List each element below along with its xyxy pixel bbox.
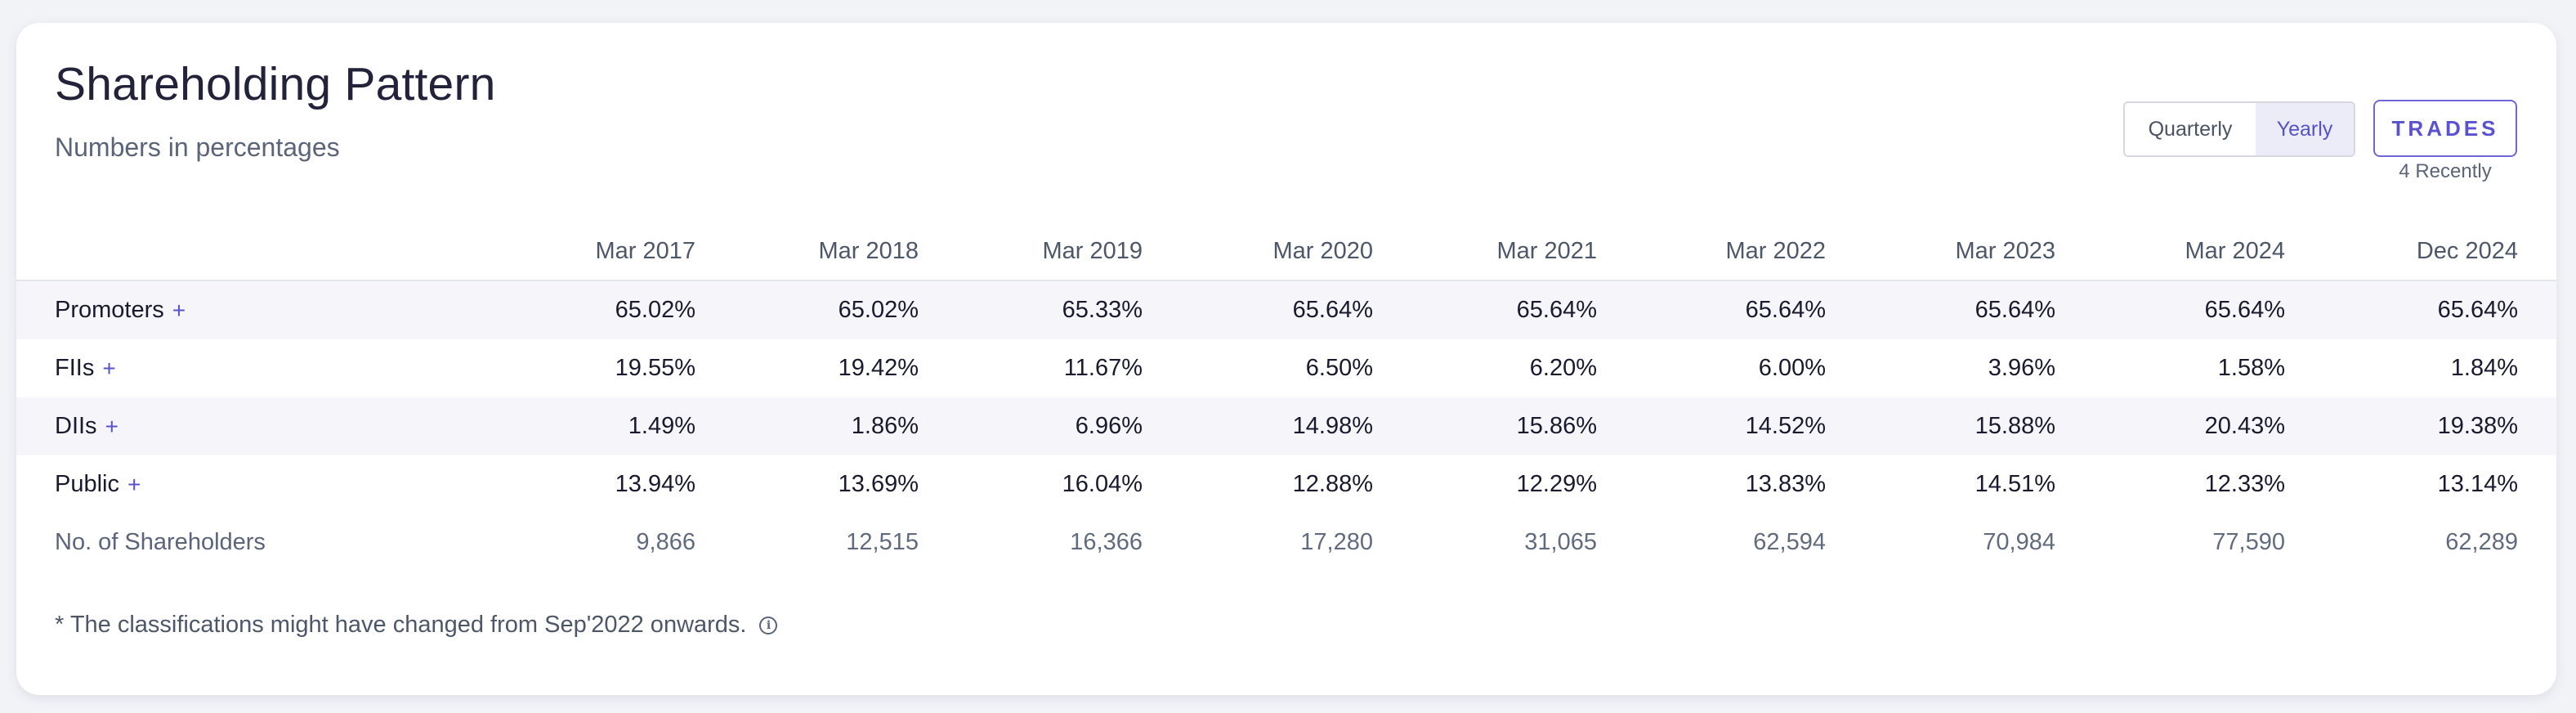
page-subtitle: Numbers in percentages (55, 132, 340, 162)
table-cell: 6.96% (1075, 413, 1143, 439)
table-cell: 62,594 (1753, 529, 1826, 555)
table-cell: 16,366 (1070, 529, 1143, 555)
row-label-text: No. of Shareholders (55, 529, 266, 555)
table-cell: 77,590 (2212, 529, 2285, 555)
column-header: Mar 2021 (1496, 237, 1597, 264)
row-label: No. of Shareholders (55, 513, 266, 572)
row-label-text: Public (55, 471, 119, 497)
table-row-shareholders: No. of Shareholders 9,866 12,515 16,366 … (16, 513, 2556, 572)
expand-plus-icon[interactable]: + (172, 297, 186, 323)
table-cell: 12,515 (846, 529, 919, 555)
table-cell: 6.20% (1529, 355, 1597, 381)
table-cell: 65.02% (838, 297, 919, 323)
table-row-promoters: Promoters + 65.02% 65.02% 65.33% 65.64% … (16, 281, 2556, 339)
table-cell: 1.58% (2217, 355, 2285, 381)
table-cell: 70,984 (1983, 529, 2055, 555)
row-label-text: FIIs (55, 355, 95, 381)
table-cell: 17,280 (1300, 529, 1373, 555)
table-cell: 13.14% (2437, 471, 2518, 497)
table-cell: 6.50% (1305, 355, 1373, 381)
table-cell: 31,065 (1524, 529, 1597, 555)
footnote: * The classifications might have changed… (55, 612, 778, 639)
table-cell: 14.52% (1745, 413, 1826, 439)
table-cell: 20.43% (2204, 413, 2285, 439)
table-cell: 15.86% (1516, 413, 1597, 439)
column-header: Mar 2022 (1725, 237, 1826, 264)
table-cell: 19.38% (2437, 413, 2518, 439)
trades-button[interactable]: TRADES (2373, 100, 2517, 157)
table-cell: 6.00% (1758, 355, 1826, 381)
expand-plus-icon[interactable]: + (105, 413, 119, 439)
table-cell: 13.69% (838, 471, 919, 497)
table-cell: 62,289 (2445, 529, 2518, 555)
table-cell: 1.86% (851, 413, 919, 439)
table-cell: 1.84% (2450, 355, 2518, 381)
shareholding-card: Shareholding Pattern Numbers in percenta… (16, 23, 2556, 695)
table-cell: 65.64% (2204, 297, 2285, 323)
info-icon[interactable]: i (759, 616, 778, 635)
table-row-fiis: FIIs + 19.55% 19.42% 11.67% 6.50% 6.20% … (16, 339, 2556, 397)
table-cell: 65.64% (1516, 297, 1597, 323)
row-label-text: DIIs (55, 413, 97, 439)
table-cell: 65.64% (1745, 297, 1826, 323)
table-cell: 13.94% (615, 471, 695, 497)
expand-plus-icon[interactable]: + (102, 355, 116, 381)
table-cell: 13.83% (1745, 471, 1826, 497)
table-row-diis: DIIs + 1.49% 1.86% 6.96% 14.98% 15.86% 1… (16, 397, 2556, 455)
row-label: Promoters + (55, 281, 186, 339)
table-row-public: Public + 13.94% 13.69% 16.04% 12.88% 12.… (16, 455, 2556, 513)
table-cell: 14.51% (1974, 471, 2055, 497)
table-cell: 65.64% (1974, 297, 2055, 323)
table-cell: 19.42% (838, 355, 919, 381)
table-cell: 3.96% (1988, 355, 2055, 381)
table-cell: 19.55% (615, 355, 695, 381)
table-header: Mar 2017 Mar 2018 Mar 2019 Mar 2020 Mar … (16, 222, 2556, 281)
row-label: DIIs + (55, 397, 119, 455)
table-cell: 11.67% (1063, 355, 1143, 381)
table-cell: 1.49% (628, 413, 695, 439)
table-cell: 65.02% (615, 297, 695, 323)
trades-recent-count: 4 Recently (2399, 160, 2492, 182)
table-cell: 12.88% (1292, 471, 1373, 497)
table-cell: 9,866 (636, 529, 695, 555)
column-header: Mar 2024 (2185, 237, 2285, 264)
column-header: Mar 2017 (595, 237, 695, 264)
table-cell: 12.33% (2204, 471, 2285, 497)
column-header: Mar 2019 (1042, 237, 1143, 264)
column-header: Dec 2024 (2416, 237, 2518, 264)
table-cell: 65.33% (1062, 297, 1143, 323)
table-cell: 16.04% (1062, 471, 1143, 497)
column-header: Mar 2020 (1272, 237, 1373, 264)
row-label: FIIs + (55, 339, 116, 397)
table-cell: 15.88% (1974, 413, 2055, 439)
footnote-text: * The classifications might have changed… (55, 612, 747, 638)
quarterly-toggle-button[interactable]: Quarterly (2125, 103, 2256, 155)
row-label-text: Promoters (55, 297, 164, 323)
expand-plus-icon[interactable]: + (127, 471, 141, 497)
table-cell: 65.64% (1292, 297, 1373, 323)
column-header: Mar 2023 (1955, 237, 2055, 264)
column-header: Mar 2018 (818, 237, 919, 264)
yearly-toggle-button[interactable]: Yearly (2256, 103, 2354, 155)
table-cell: 12.29% (1516, 471, 1597, 497)
period-toggle: Quarterly Yearly (2123, 101, 2355, 157)
row-label: Public + (55, 455, 141, 513)
table-cell: 65.64% (2437, 297, 2518, 323)
page-title: Shareholding Pattern (55, 58, 496, 110)
table-cell: 14.98% (1292, 413, 1373, 439)
